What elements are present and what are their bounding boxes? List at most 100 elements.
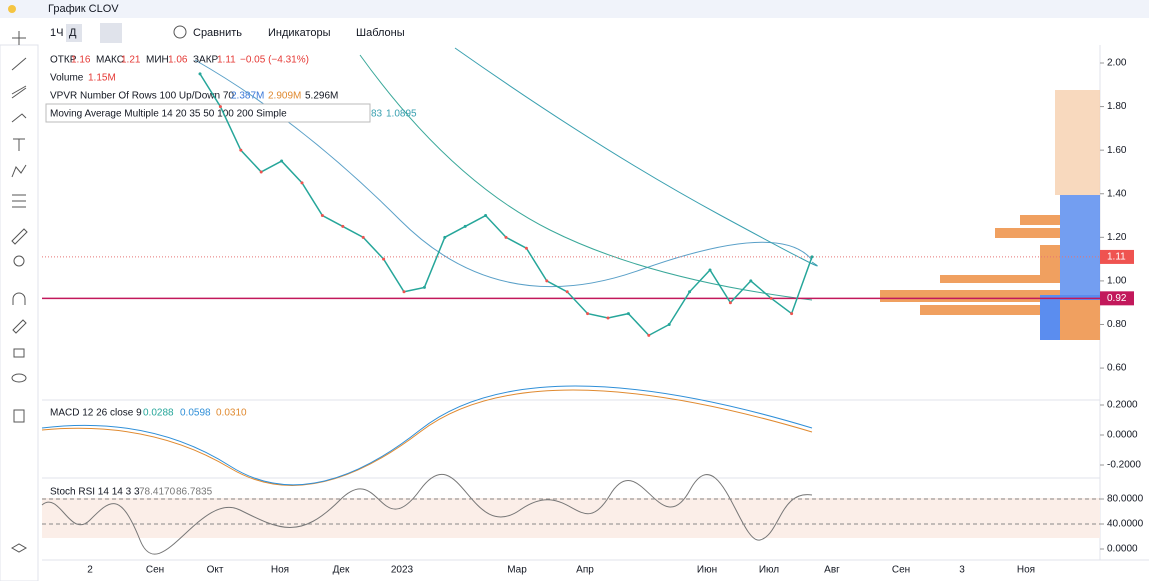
rsi-tick-label: 80.0000 xyxy=(1107,494,1144,505)
price-point xyxy=(239,148,243,152)
time-label: Мар xyxy=(507,565,527,576)
macd-value: 0.0288 xyxy=(143,408,174,419)
rsi-tick-label: 0.0000 xyxy=(1107,544,1138,555)
templates-button[interactable]: Шаблоны xyxy=(356,27,405,39)
indicators-button[interactable]: Индикаторы xyxy=(268,27,331,39)
macd-value: 0.0598 xyxy=(180,408,211,419)
ma-value: 83 xyxy=(371,109,383,120)
compare-button[interactable]: Сравнить xyxy=(193,27,242,39)
time-label: 2023 xyxy=(391,565,414,576)
last-price-label: 1.11 xyxy=(1107,252,1126,263)
time-label: 2 xyxy=(87,565,93,576)
price-point xyxy=(259,170,263,174)
price-point xyxy=(667,322,671,326)
range-button[interactable]: Д xyxy=(69,27,77,39)
ma-value: 1.0895 xyxy=(386,109,417,120)
price-tick-label: 1.80 xyxy=(1107,101,1127,112)
price-point xyxy=(198,72,202,76)
price-tick-label: 1.40 xyxy=(1107,188,1127,199)
price-label-bg xyxy=(1100,291,1134,306)
price-point xyxy=(463,224,467,228)
open-value: 1.16 xyxy=(71,55,91,66)
price-tick-label: 1.00 xyxy=(1107,276,1127,287)
ma-legend-box[interactable] xyxy=(45,103,371,123)
vpvr-up: 2.387M xyxy=(231,91,264,102)
low-label: МИН xyxy=(146,55,169,66)
time-label: Сен xyxy=(146,565,164,576)
time-label: Июн xyxy=(697,565,717,576)
price-point xyxy=(749,279,753,283)
price-point xyxy=(402,290,406,294)
ma-label: Moving Average Multiple 14 20 35 50 100 … xyxy=(50,109,287,120)
high-value: 1.21 xyxy=(121,55,141,66)
time-label: Сен xyxy=(892,565,910,576)
stoch-rsi-line xyxy=(41,473,813,555)
price-tick-label: 1.20 xyxy=(1107,232,1127,243)
time-label: Апр xyxy=(576,565,594,576)
price-point xyxy=(524,246,528,250)
tool-icons xyxy=(10,31,28,553)
open-label: ОТКР xyxy=(50,55,77,66)
range-highlight xyxy=(66,24,82,42)
time-label: Июл xyxy=(759,565,779,576)
price-point xyxy=(443,235,447,239)
rsi-value: 86.7835 xyxy=(176,487,213,498)
price-point xyxy=(218,105,222,109)
macd-signal xyxy=(41,389,813,486)
last-price-bg xyxy=(1100,249,1134,264)
left-toolbar xyxy=(0,44,39,582)
ma-line xyxy=(454,47,818,267)
price-point xyxy=(728,301,732,305)
price-point xyxy=(320,214,324,218)
price-point xyxy=(688,290,692,294)
price-point xyxy=(504,235,508,239)
time-label: Дек xyxy=(333,565,350,576)
rsi-label: Stoch RSI 14 14 3 3 xyxy=(50,487,140,498)
price-point xyxy=(300,181,304,185)
price-point xyxy=(790,312,794,316)
price-tick-label: 1.60 xyxy=(1107,145,1127,156)
macd-value: 0.0310 xyxy=(216,408,247,419)
volume-value: 1.15M xyxy=(88,73,116,84)
interval-button[interactable]: 1Ч xyxy=(50,27,63,39)
vpvr-down: 2.909M xyxy=(268,91,301,102)
price-point xyxy=(647,333,651,337)
price-point xyxy=(810,255,814,259)
close-label: ЗАКР xyxy=(193,55,219,66)
price-point xyxy=(708,268,712,272)
volume-profile xyxy=(880,90,1100,340)
high-label: МАКС xyxy=(96,55,124,66)
price-point xyxy=(484,214,488,218)
price-point xyxy=(361,235,365,239)
price-tick-label: 2.00 xyxy=(1107,58,1127,69)
price-tick-label: 0.60 xyxy=(1107,363,1127,374)
time-label: Окт xyxy=(207,565,224,576)
close-value: 1.11 xyxy=(217,55,236,66)
price-point xyxy=(382,257,386,261)
price-point xyxy=(341,224,345,228)
price-point xyxy=(606,316,610,320)
rsi-tick-label: 40.0000 xyxy=(1107,519,1144,530)
price-point xyxy=(626,312,630,316)
title-bar xyxy=(0,0,1149,18)
ma-line xyxy=(359,54,813,301)
macd-tick-label: 0.2000 xyxy=(1107,400,1138,411)
compare-icon xyxy=(173,25,187,39)
price-point xyxy=(545,279,549,283)
time-label: 3 xyxy=(959,565,965,576)
macd-tick-label: 0.0000 xyxy=(1107,430,1138,441)
rsi-value: 78.4170 xyxy=(139,487,176,498)
price-point xyxy=(422,285,426,289)
price-point xyxy=(280,159,284,163)
app-icon xyxy=(8,5,16,13)
price-point xyxy=(586,312,590,316)
macd-line xyxy=(41,385,813,486)
price-tick-label: 0.80 xyxy=(1107,319,1127,330)
vpvr-total: 5.296M xyxy=(305,91,338,102)
macd-tick-label: -0.2000 xyxy=(1107,460,1141,471)
price-point xyxy=(565,290,569,294)
volume-label: Volume xyxy=(50,73,84,84)
candle-type-button[interactable] xyxy=(100,23,122,43)
